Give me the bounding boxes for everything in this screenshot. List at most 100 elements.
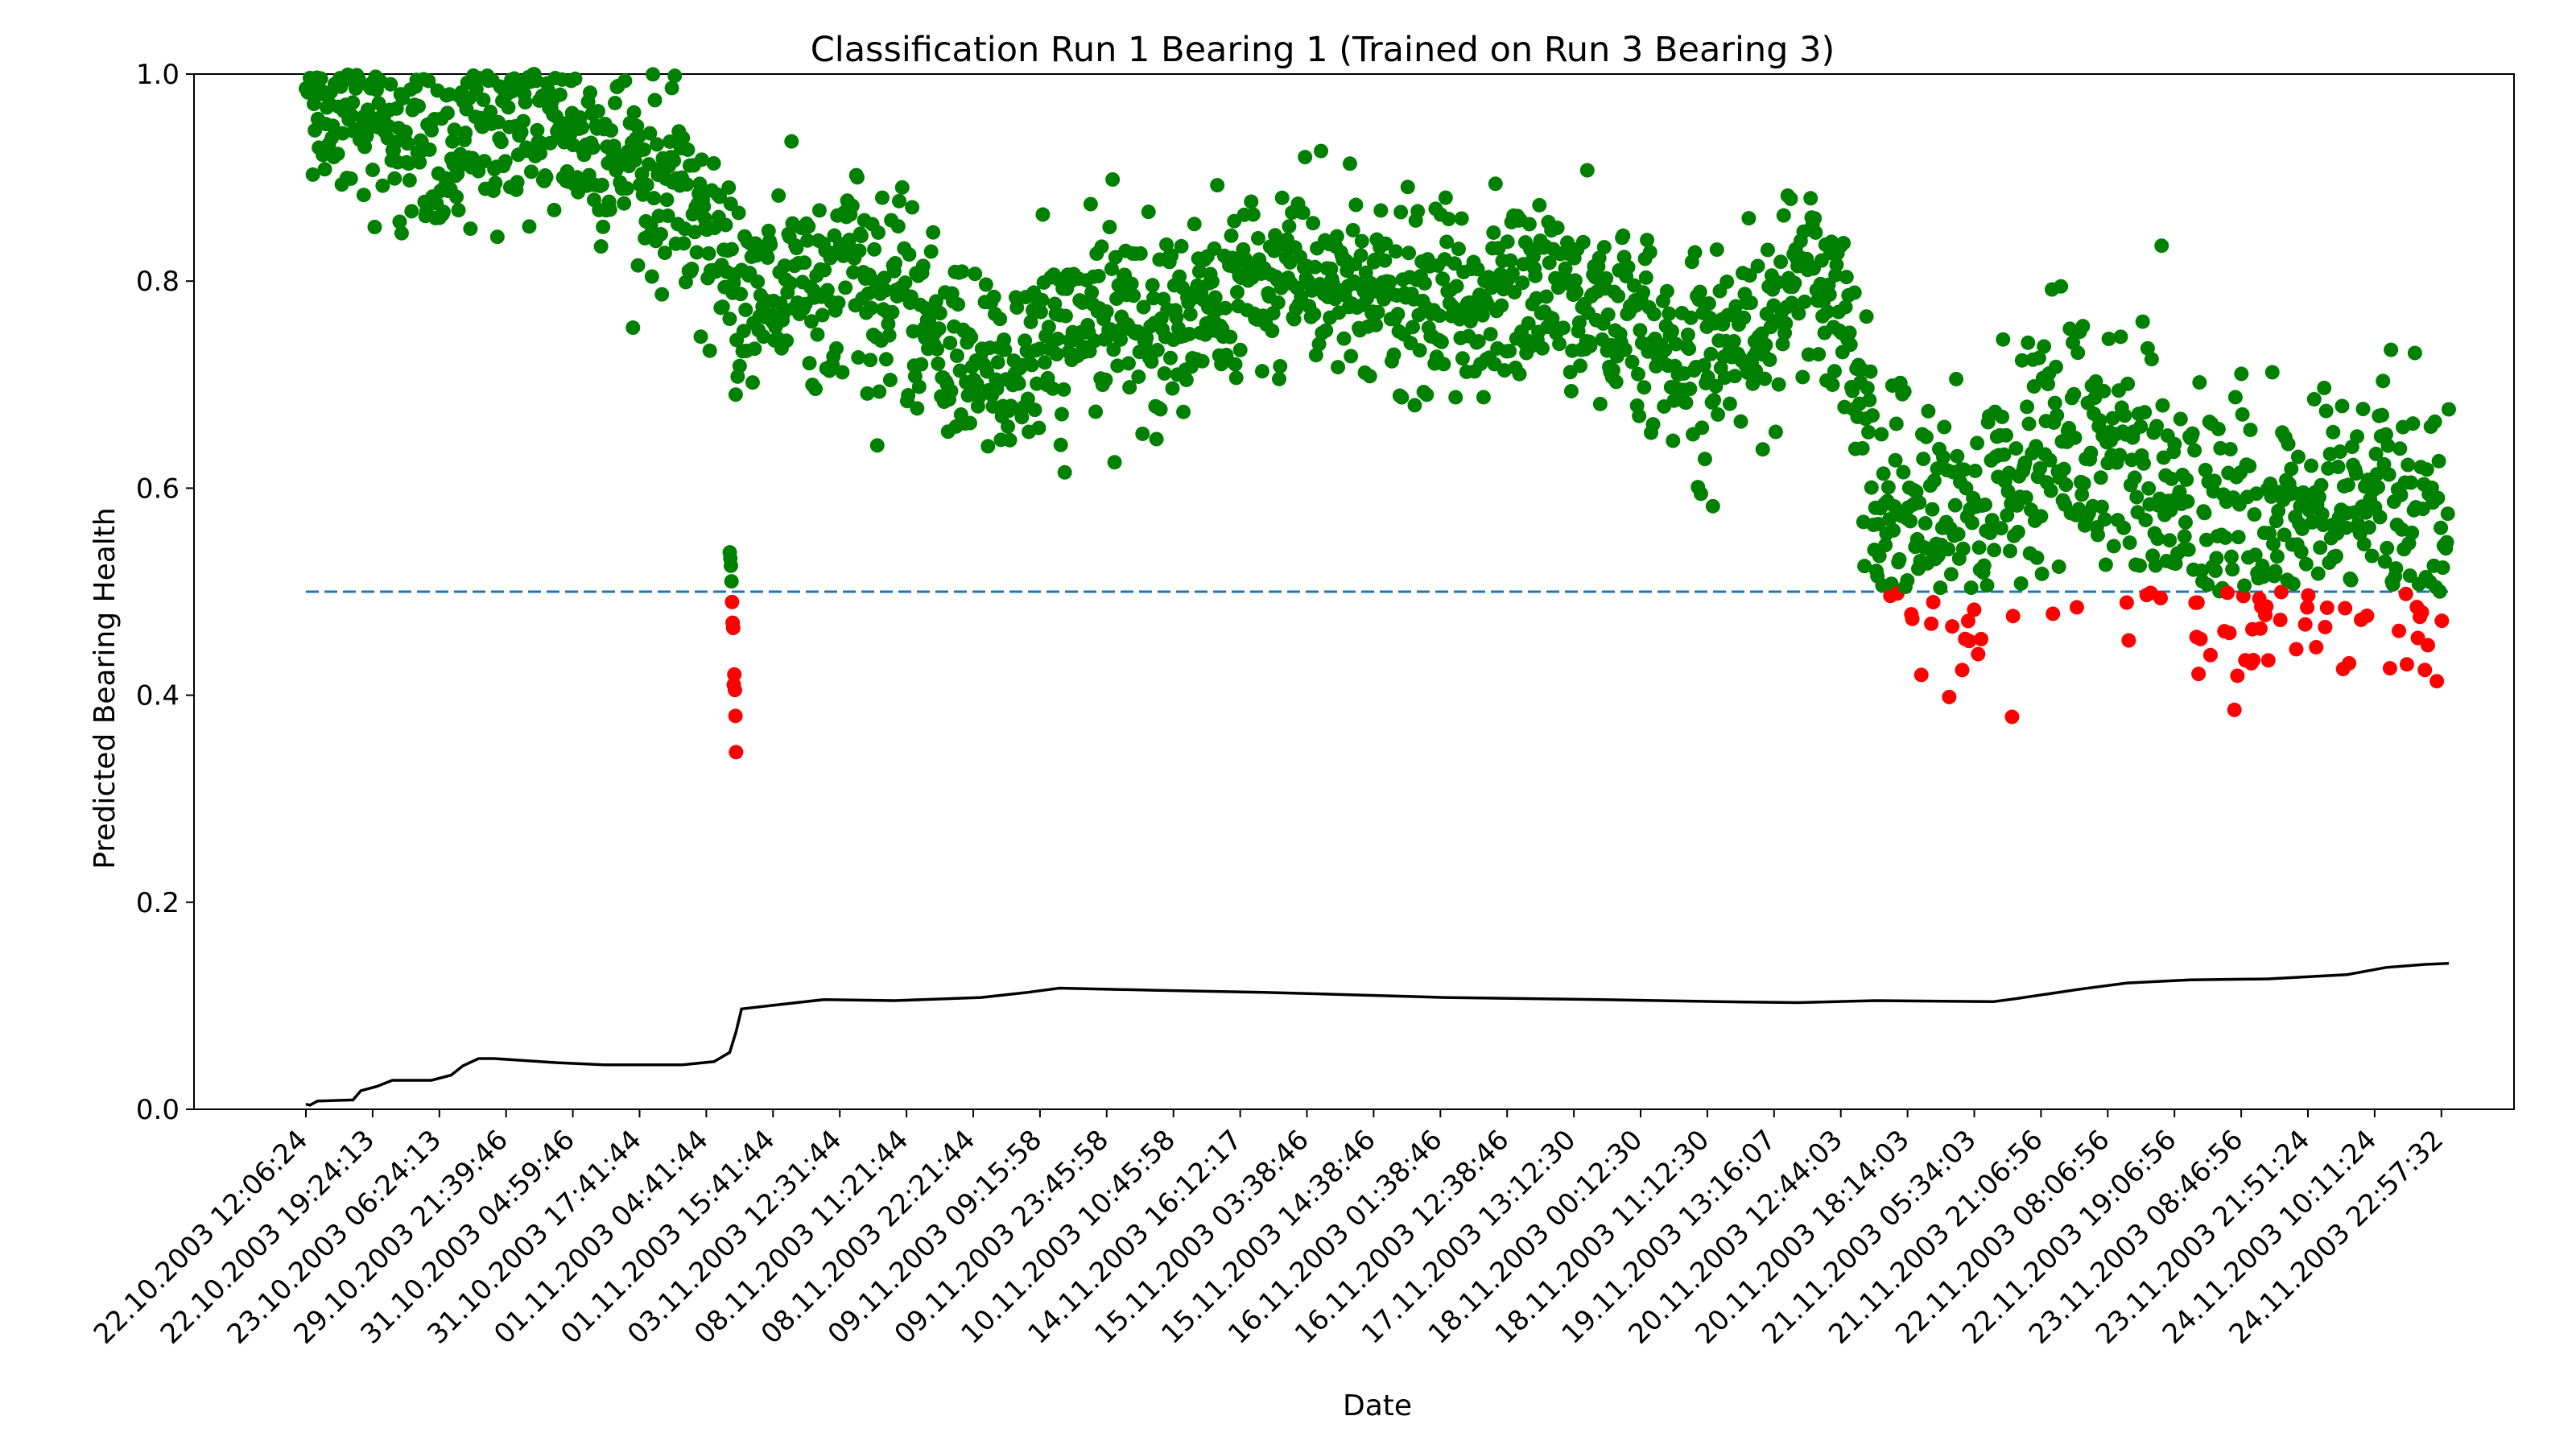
healthy-point (1037, 355, 1052, 370)
healthy-point (1971, 540, 1987, 555)
cumulative-trend-line (305, 961, 2450, 1107)
healthy-point (1709, 242, 1724, 258)
healthy-point (1741, 211, 1757, 226)
healthy-point (1438, 190, 1453, 205)
healthy-point (2430, 490, 2446, 506)
faulty-point (2252, 621, 2268, 636)
healthy-point (835, 365, 850, 380)
healthy-point (1141, 204, 1156, 220)
healthy-point (1865, 408, 1880, 423)
faulty-point (2069, 600, 2084, 615)
healthy-point (2375, 407, 2390, 423)
healthy-point (1925, 502, 1940, 517)
healthy-point (626, 105, 642, 120)
healthy-point (1947, 497, 1963, 513)
healthy-point (1657, 342, 1673, 357)
healthy-point (2234, 366, 2249, 382)
healthy-point (1999, 427, 2014, 443)
faulty-point (2202, 647, 2218, 663)
healthy-point (1407, 398, 1422, 413)
healthy-point (2255, 558, 2270, 573)
healthy-point (356, 188, 371, 203)
healthy-point (2198, 462, 2213, 477)
healthy-point (733, 287, 749, 302)
healthy-point (529, 73, 544, 89)
healthy-point (724, 242, 739, 257)
healthy-point (2074, 487, 2090, 502)
healthy-point (801, 219, 816, 234)
healthy-point (606, 138, 621, 154)
healthy-point (1909, 484, 1924, 499)
healthy-point (1032, 341, 1047, 357)
healthy-point (630, 258, 646, 273)
healthy-point (1107, 455, 1122, 470)
healthy-point (1104, 261, 1119, 276)
healthy-point (1979, 578, 1995, 593)
healthy-point (2163, 502, 2178, 518)
healthy-point (1847, 285, 1862, 300)
healthy-point (510, 175, 525, 190)
healthy-point (2361, 520, 2376, 535)
healthy-point (2248, 547, 2263, 563)
healthy-point (1665, 324, 1680, 339)
y-tick-label: 0.0 (136, 1094, 180, 1126)
healthy-point (1791, 306, 1806, 321)
healthy-point (2101, 331, 2116, 346)
healthy-point (1599, 270, 1614, 286)
healthy-point (1728, 299, 1744, 314)
healthy-point (1535, 341, 1550, 356)
healthy-point (2008, 441, 2024, 456)
healthy-point (1707, 393, 1722, 408)
healthy-point (2129, 489, 2145, 505)
healthy-point (2407, 345, 2422, 361)
healthy-point (2031, 350, 2046, 365)
healthy-point (701, 246, 716, 261)
healthy-point (476, 93, 491, 108)
healthy-point (756, 329, 771, 345)
faulty-point (2273, 613, 2288, 628)
healthy-point (530, 122, 545, 138)
healthy-point (1002, 432, 1018, 448)
healthy-point (1855, 440, 1870, 456)
healthy-point (2378, 427, 2393, 442)
healthy-point (1232, 342, 1248, 357)
healthy-point (1880, 480, 1896, 495)
healthy-point (898, 275, 913, 291)
healthy-point (1630, 366, 1645, 382)
healthy-point (2197, 506, 2212, 521)
healthy-point (871, 225, 886, 240)
healthy-point (552, 87, 568, 102)
healthy-point (905, 200, 920, 215)
healthy-point (2223, 549, 2239, 564)
healthy-point (926, 225, 941, 240)
healthy-point (477, 154, 492, 169)
healthy-point (2137, 405, 2153, 420)
healthy-point (1483, 327, 1498, 342)
faulty-point (727, 667, 742, 682)
healthy-point (2330, 460, 2346, 475)
healthy-point (1556, 320, 1571, 336)
healthy-point (1632, 408, 1647, 423)
healthy-point (2334, 398, 2350, 414)
healthy-point (1105, 171, 1121, 187)
healthy-point (694, 152, 709, 167)
healthy-point (1187, 217, 1202, 232)
healthy-point (2384, 342, 2399, 357)
healthy-point (1345, 222, 1360, 237)
healthy-point (1145, 278, 1160, 293)
healthy-point (1642, 245, 1657, 260)
healthy-point (1964, 515, 1979, 530)
healthy-point (2405, 416, 2421, 431)
healthy-point (1842, 325, 1857, 341)
healthy-point (881, 328, 897, 343)
healthy-point (890, 219, 906, 234)
healthy-point (2364, 548, 2380, 564)
healthy-point (330, 147, 345, 162)
healthy-point (1770, 275, 1785, 290)
healthy-point (1503, 253, 1518, 268)
healthy-point (1711, 407, 1726, 422)
faulty-point (2301, 588, 2316, 603)
healthy-point (1745, 376, 1761, 391)
faulty-point (1971, 646, 1986, 662)
healthy-point (1033, 304, 1048, 320)
